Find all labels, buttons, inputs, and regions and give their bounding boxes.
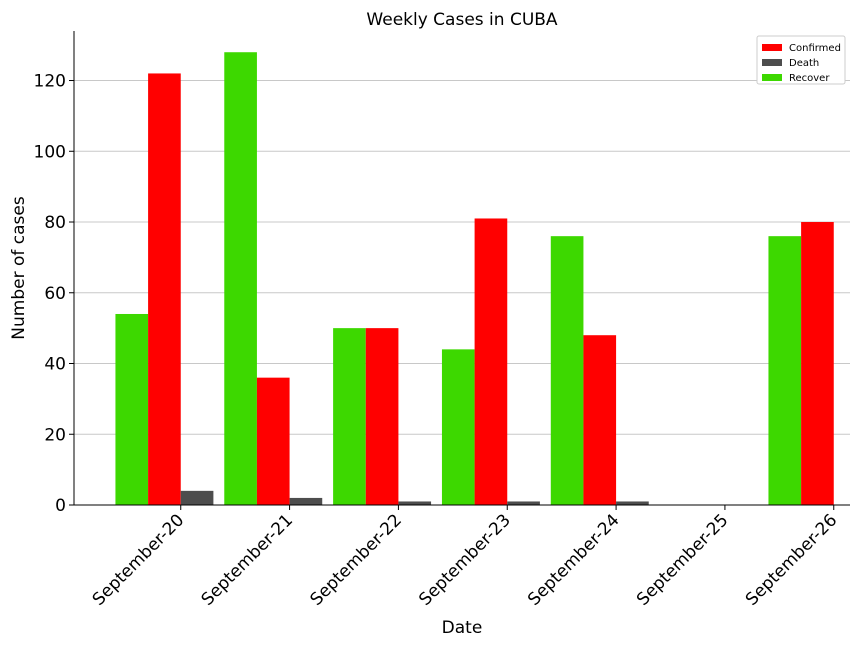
- legend-swatch: [762, 44, 782, 51]
- bar-death: Death September-23: 1: [507, 501, 540, 505]
- bar-death: Death September-24: 1: [616, 501, 649, 505]
- legend: Confirmed Death Recover: [756, 35, 846, 85]
- legend-label: Recover: [789, 73, 830, 84]
- y-tick-label: 120: [34, 72, 66, 92]
- bar-death: Death September-20: 4: [180, 490, 214, 505]
- y-tick-label: 0: [55, 496, 66, 516]
- y-tick-label: 20: [44, 425, 66, 445]
- x-tick-label: September-24: [524, 510, 623, 609]
- legend-swatch: [762, 59, 782, 66]
- bar-recover: Recover September-26: 76: [768, 236, 802, 505]
- bar-death: Death September-22: 1: [398, 501, 432, 505]
- chart-title: Weekly Cases in CUBA: [366, 10, 558, 30]
- bar-confirmed: Confirmed September-20: 122: [148, 73, 181, 506]
- x-tick-label: September-23: [415, 510, 514, 609]
- x-tick-label: September-20: [89, 510, 188, 609]
- bar-confirmed: Confirmed September-21: 36: [256, 377, 290, 505]
- bar-recover: Recover September-22: 50: [333, 328, 366, 505]
- bar-confirmed: Confirmed September-26: 80: [801, 222, 834, 505]
- y-tick-label: 60: [44, 284, 66, 304]
- x-axis-label: Date: [442, 618, 483, 638]
- legend-swatch: [762, 74, 782, 81]
- bar-confirmed: Confirmed September-24: 48: [583, 335, 617, 505]
- x-tick-label: September-26: [742, 510, 841, 609]
- y-axis-label: Number of cases: [9, 196, 29, 340]
- y-tick-label: 40: [44, 355, 66, 375]
- grid-lines: [74, 80, 850, 435]
- legend-label: Confirmed: [789, 43, 841, 54]
- x-tick-label: September-25: [633, 510, 732, 609]
- bars: Recover September-20: 54Confirmed Septem…: [115, 52, 834, 506]
- bar-recover: Recover September-24: 76: [550, 236, 584, 505]
- bar-death: Death September-21: 2: [289, 497, 323, 505]
- x-tick-label: September-21: [198, 510, 297, 609]
- x-tick-label: September-22: [306, 510, 405, 609]
- bar-confirmed: Confirmed September-23: 81: [474, 218, 508, 506]
- y-tick-label: 80: [44, 213, 66, 233]
- bar-recover: Recover September-20: 54: [115, 313, 149, 505]
- legend-label: Death: [789, 58, 819, 69]
- y-tick-label: 100: [34, 142, 66, 162]
- bar-confirmed: Confirmed September-22: 50: [365, 328, 399, 505]
- bar-recover: Recover September-21: 128: [224, 52, 257, 506]
- bar-recover: Recover September-23: 44: [441, 349, 475, 505]
